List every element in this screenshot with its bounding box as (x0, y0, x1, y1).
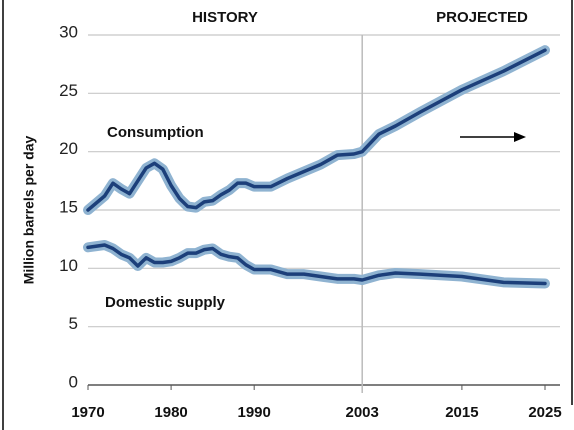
projected-label: PROJECTED (436, 9, 528, 26)
y-tick-label: 30 (59, 22, 78, 41)
series-line (86, 243, 547, 286)
y-tick-label: 0 (69, 372, 78, 391)
y-tick-label: 20 (59, 139, 78, 158)
x-tick-label: 1970 (71, 404, 104, 421)
arrow-head (514, 132, 526, 142)
series-label: Consumption (107, 124, 204, 141)
y-tick-label: 5 (69, 314, 78, 333)
x-tick-label: 1980 (154, 404, 187, 421)
y-tick-label: 15 (59, 197, 78, 216)
grid (87, 34, 560, 393)
x-tick-label: 1990 (237, 404, 270, 421)
series-line (86, 48, 547, 212)
y-axis-label: Million barrels per day (21, 135, 37, 284)
history-label: HISTORY (192, 9, 258, 26)
lines (83, 45, 550, 289)
x-tick-label: 2025 (528, 404, 561, 421)
y-tick-label: 10 (59, 256, 78, 275)
y-tick-label: 25 (59, 81, 78, 100)
x-tick-label: 2015 (445, 404, 478, 421)
series-label: Domestic supply (105, 294, 226, 311)
x-tick-label: 2003 (346, 404, 379, 421)
